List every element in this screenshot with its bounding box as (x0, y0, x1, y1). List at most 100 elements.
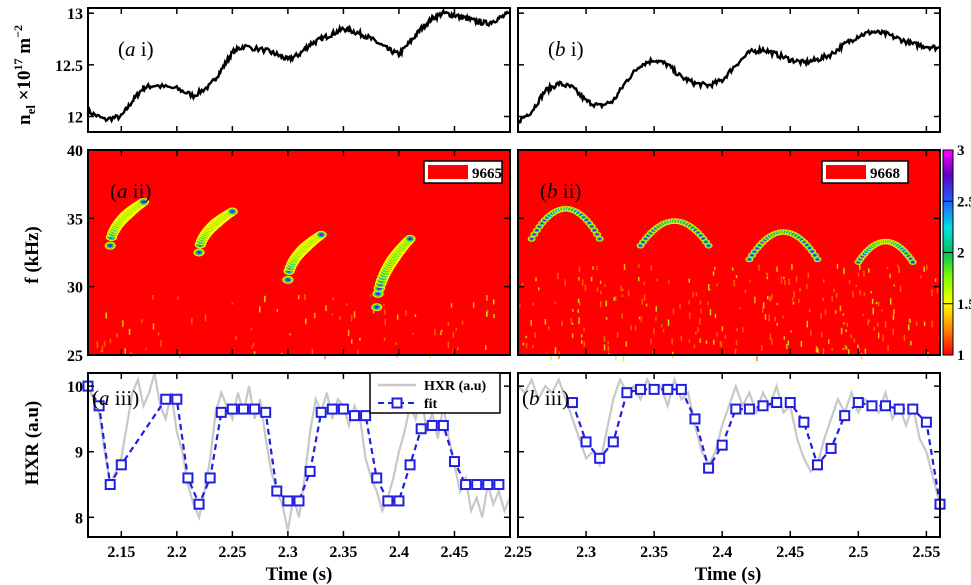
noise-speck (793, 291, 795, 298)
noise-speck (688, 300, 690, 305)
x-tick-label: 2.4 (712, 544, 732, 561)
noise-speck (852, 291, 854, 298)
spectral-mark (642, 241, 644, 243)
noise-speck (843, 322, 845, 325)
x-tick-label: 2.5 (848, 544, 868, 561)
noise-speck (790, 330, 793, 333)
noise-speck (128, 328, 131, 335)
noise-speck (842, 313, 845, 316)
noise-speck (625, 341, 627, 347)
noise-speck (372, 310, 375, 314)
noise-speck (845, 346, 848, 350)
noise-speck (764, 314, 767, 320)
noise-speck (605, 300, 607, 307)
noise-speck (116, 332, 118, 338)
y-label-frequency: f (kHz) (22, 226, 43, 284)
noise-speck (877, 322, 879, 327)
noise-speck (766, 277, 768, 280)
spectral-mark (700, 235, 702, 237)
fit-marker (215, 406, 227, 418)
noise-speck (554, 347, 557, 354)
noise-speck (596, 265, 598, 271)
noise-speck (770, 296, 773, 301)
noise-speck (923, 321, 926, 326)
noise-speck (807, 272, 810, 279)
noise-speck (590, 276, 593, 282)
noise-speck (697, 327, 699, 333)
noise-speck (578, 266, 581, 273)
fit-marker (293, 495, 305, 507)
fit-marker (448, 456, 460, 468)
noise-speck (621, 294, 624, 298)
noise-speck (708, 284, 710, 291)
fit-marker (607, 436, 619, 448)
spectral-mark (759, 244, 761, 246)
noise-speck (570, 318, 573, 324)
plot-area (88, 8, 510, 132)
noise-speck (544, 318, 547, 325)
fit-marker (249, 403, 261, 415)
x-tick-label: 2.45 (776, 544, 804, 561)
noise-speck (758, 264, 760, 271)
noise-speck (858, 348, 861, 352)
noise-speck (776, 322, 778, 327)
y-label-density: nel ×1017 m−2 (11, 25, 38, 125)
noise-speck (581, 340, 583, 344)
noise-speck (898, 267, 900, 273)
fit-marker (689, 413, 701, 425)
noise-speck (571, 322, 574, 325)
noise-speck (580, 334, 583, 338)
spectral-mark (639, 245, 642, 247)
noise-speck (441, 329, 443, 332)
fit-marker (104, 479, 116, 491)
noise-speck (842, 348, 845, 351)
x-label-time-a: Time (s) (266, 564, 333, 585)
noise-speck (667, 319, 670, 326)
noise-speck (692, 292, 694, 298)
noise-speck (892, 314, 895, 320)
colorbar-tick-label: 1.5 (957, 297, 971, 313)
noise-speck (815, 346, 818, 353)
noise-speck (695, 331, 697, 335)
noise-speck (892, 312, 895, 318)
noise-speck (452, 348, 455, 354)
noise-speck (864, 348, 867, 354)
spectral-mark (198, 251, 200, 254)
noise-speck (305, 318, 307, 325)
noise-speck (771, 338, 773, 345)
noise-speck (738, 307, 741, 310)
noise-speck (792, 301, 795, 305)
noise-speck (868, 268, 870, 273)
panel-a-iii: 2.15 2.2 2.25 2.3 2.35 2.4 2.45 8 9 10 (a iii) HXR … (67, 372, 512, 561)
noise-speck (152, 294, 154, 300)
noise-speck (899, 285, 902, 292)
noise-speck (908, 318, 910, 323)
noise-speck (662, 329, 665, 333)
noise-speck (656, 278, 658, 282)
fit-marker (160, 393, 172, 405)
noise-speck (705, 340, 708, 344)
fit-marker (920, 416, 932, 428)
spectral-mark (803, 241, 805, 243)
noise-speck (860, 352, 863, 360)
noise-speck (493, 314, 495, 319)
spectral-mark (912, 261, 914, 263)
noise-speck (721, 326, 724, 332)
noise-speck (141, 319, 143, 324)
x-tick-label: 2.35 (329, 544, 357, 561)
noise-speck (535, 277, 537, 282)
noise-speck (810, 330, 812, 337)
noise-speck (145, 347, 147, 351)
noise-speck (607, 340, 609, 345)
noise-speck (345, 303, 348, 306)
noise-speck (564, 279, 566, 286)
spectral-mark (538, 226, 541, 227)
noise-speck (519, 304, 521, 308)
fit-marker (393, 495, 405, 507)
noise-speck (325, 305, 327, 312)
noise-speck (667, 280, 670, 284)
noise-speck (530, 320, 532, 326)
noise-speck (859, 289, 861, 296)
spectral-mark (586, 219, 588, 221)
noise-speck (889, 273, 891, 279)
